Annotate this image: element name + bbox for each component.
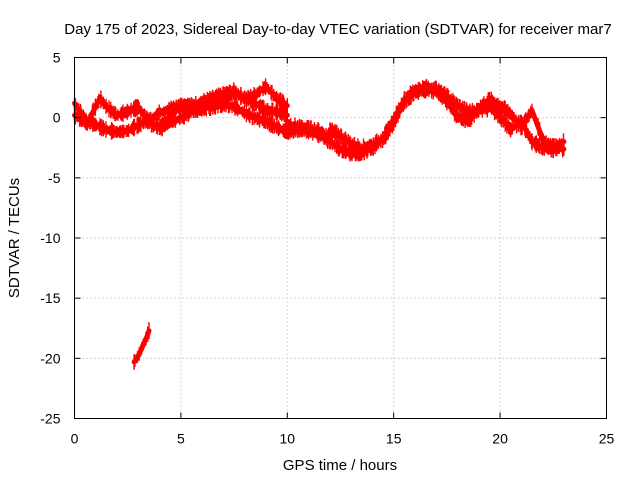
x-tick-label: 5	[177, 431, 185, 447]
x-tick-label: 20	[492, 431, 508, 447]
tick-layer: 0 5 10 15 20 25 5 0 -5 -10 -15 -20 -25	[40, 50, 614, 447]
y-tick-label: -20	[40, 350, 60, 366]
chart-title: Day 175 of 2023, Sidereal Day-to-day VTE…	[64, 21, 611, 38]
y-tick-label: 5	[53, 50, 61, 66]
y-tick-label: 0	[53, 110, 61, 126]
x-tick-label: 25	[599, 431, 615, 447]
x-tick-label: 10	[280, 431, 296, 447]
series-trace-upper-b	[72, 86, 290, 140]
grid-layer	[74, 57, 607, 419]
series-trace-main-alt	[327, 78, 567, 159]
y-axis-label: SDTVAR / TECUs	[6, 178, 23, 298]
y-tick-label: -25	[40, 411, 60, 427]
y-tick-label: -15	[40, 290, 60, 306]
series-layer	[72, 78, 567, 370]
x-axis-label: GPS time / hours	[283, 457, 397, 474]
x-tick-label: 0	[71, 431, 79, 447]
series-trace-outlier	[131, 322, 152, 370]
x-tick-label: 15	[386, 431, 402, 447]
y-tick-label: -10	[40, 230, 60, 246]
y-tick-label: -5	[48, 170, 61, 186]
